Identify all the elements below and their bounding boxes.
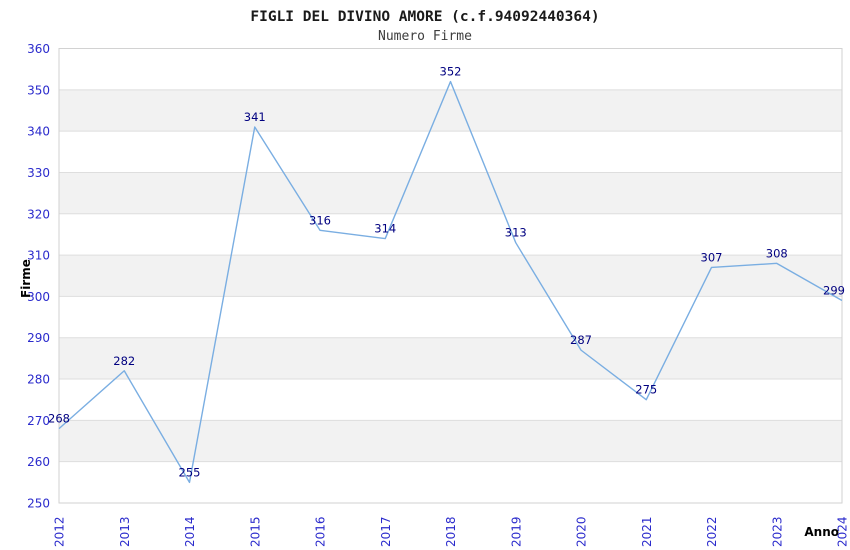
x-tick-label: 2014: [183, 516, 197, 547]
value-label: 275: [635, 383, 657, 397]
x-tick-label: 2021: [640, 516, 654, 547]
plot-band: [59, 213, 842, 256]
y-tick-label: 320: [27, 207, 50, 221]
y-tick-label: 300: [27, 290, 50, 304]
y-tick-label: 340: [27, 125, 50, 139]
x-tick-label: 2024: [836, 516, 850, 547]
y-tick-label: 330: [27, 166, 50, 180]
x-tick-label: 2023: [770, 516, 784, 547]
x-tick-label: 2012: [53, 516, 67, 547]
value-label: 352: [440, 65, 462, 79]
plot-band: [59, 131, 842, 173]
value-label: 287: [570, 333, 592, 347]
plot-band: [59, 296, 842, 338]
value-label: 268: [48, 412, 70, 426]
data-line: [58, 80, 843, 484]
value-label: 299: [823, 284, 845, 298]
x-tick-label: 2013: [118, 516, 132, 547]
value-label: 307: [701, 250, 723, 264]
plot-band: [59, 172, 842, 214]
chart-title: FIGLI DEL DIVINO AMORE (c.f.94092440364): [250, 9, 599, 25]
x-tick-label: 2019: [509, 516, 523, 547]
plot-area: 268 282 255 341 316 314 352 313 287 275 307 308 299 2…: [27, 42, 849, 547]
y-tick-label: 360: [27, 42, 50, 56]
x-tick-label: 2020: [575, 516, 589, 547]
value-label: 255: [179, 465, 201, 479]
y-tick-label: 260: [27, 455, 50, 469]
value-label: 282: [113, 354, 135, 368]
plot-band: [59, 337, 842, 380]
value-label: 314: [374, 222, 396, 236]
plot-band: [59, 461, 842, 503]
value-label: 313: [505, 226, 527, 240]
x-tick-label: 2017: [379, 516, 393, 547]
y-axis-label: Firme: [19, 259, 33, 298]
value-label: 316: [309, 213, 331, 227]
y-tick-label: 290: [27, 331, 50, 345]
value-label: 308: [766, 246, 788, 260]
x-axis-label: Anno: [804, 525, 839, 539]
x-tick-label: 2016: [314, 516, 328, 547]
y-tick-label: 280: [27, 373, 50, 387]
plot-band: [59, 255, 842, 297]
plot-band: [59, 89, 842, 132]
x-tick-label: 2018: [444, 516, 458, 547]
plot-band: [59, 420, 842, 462]
plot-border: [58, 48, 843, 504]
y-tick-label: 350: [27, 83, 50, 97]
x-tick-label: 2022: [705, 516, 719, 547]
value-label: 341: [244, 110, 266, 124]
x-tick-label: 2015: [248, 516, 262, 547]
y-tick-label: 270: [27, 414, 50, 428]
y-tick-label: 250: [27, 497, 50, 511]
chart-subtitle: Numero Firme: [378, 29, 472, 44]
y-tick-label: 310: [27, 249, 50, 263]
plot-band: [59, 379, 842, 421]
